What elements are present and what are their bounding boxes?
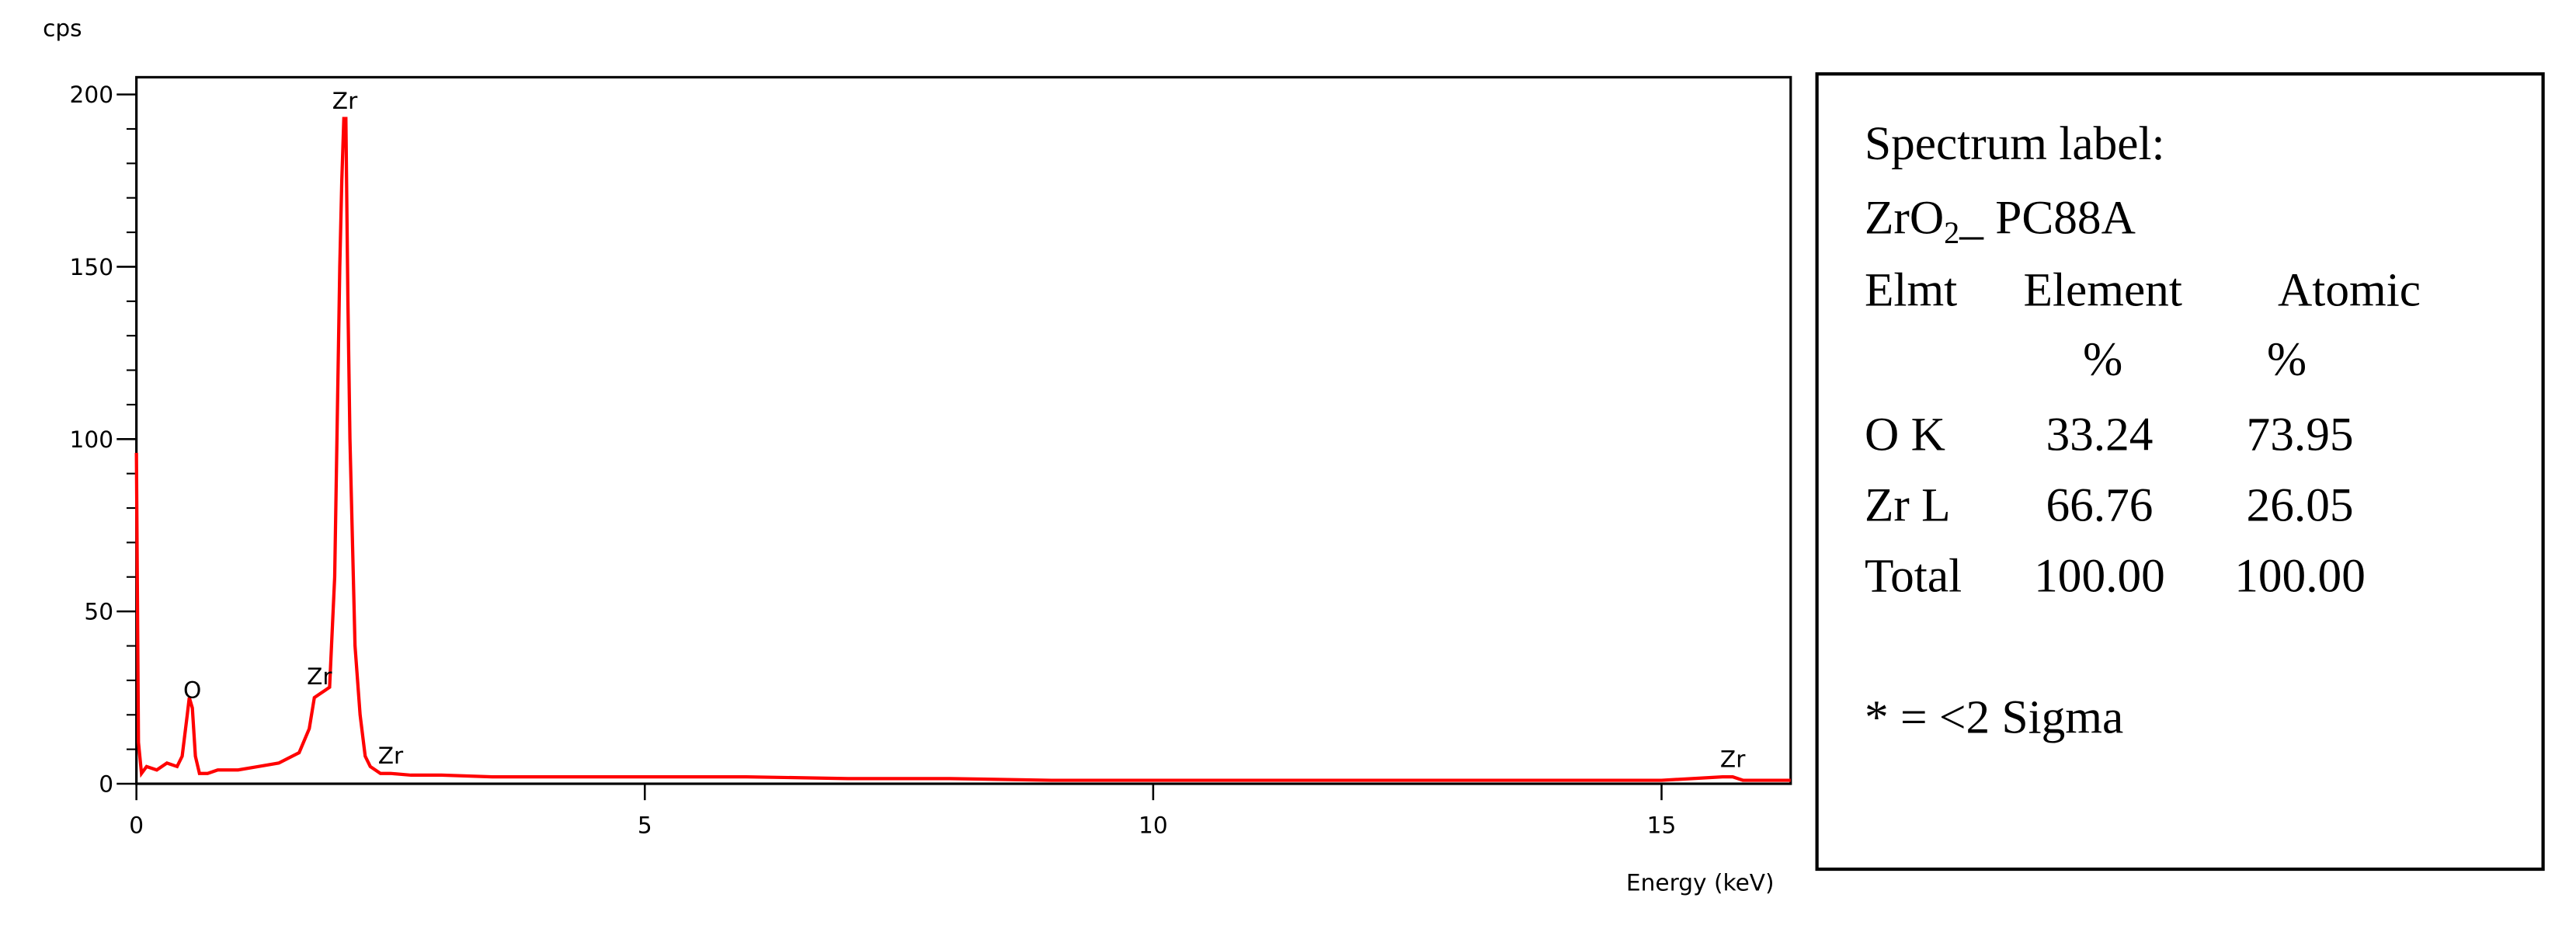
sample-subscript: 2 — [1944, 215, 1959, 250]
table-cell: 66.76 — [2046, 479, 2153, 532]
info-title: Spectrum label: — [1865, 117, 2165, 170]
column-header: Atomic — [2278, 263, 2421, 316]
info-note: * = <2 Sigma — [1865, 691, 2123, 743]
column-header: Element — [2024, 263, 2182, 316]
y-tick-label: 150 — [70, 254, 114, 280]
column-header: Elmt — [1865, 263, 1957, 316]
table-cell: O K — [1865, 409, 1945, 461]
x-tick-label: 5 — [638, 812, 652, 838]
table-cell: 73.95 — [2247, 409, 2354, 461]
unit-label: % — [2083, 332, 2122, 385]
table-cell: 100.00 — [2034, 550, 2165, 603]
x-tick-label: 10 — [1139, 812, 1168, 838]
table-cell: 100.00 — [2234, 550, 2366, 603]
x-tick-label: 0 — [129, 812, 144, 838]
sample-part: _ PC88A — [1959, 191, 2136, 244]
peak-label: Zr — [378, 743, 404, 769]
y-axis-label: cps — [43, 16, 82, 42]
peak-label: O — [183, 677, 201, 704]
y-tick-label: 100 — [70, 426, 114, 453]
sample-label: ZrO2_ PC88A — [1865, 191, 2136, 250]
spectrum-line — [134, 117, 1791, 782]
plot-frame — [135, 75, 1792, 785]
table-cell: Total — [1865, 550, 1962, 603]
y-tick-label: 50 — [84, 599, 113, 625]
y-tick-label: 0 — [99, 771, 113, 798]
table-cell: 26.05 — [2247, 479, 2354, 532]
sample-part: ZrO — [1865, 191, 1944, 244]
unit-label: % — [2267, 332, 2307, 385]
peak-label: Zr — [307, 663, 332, 690]
peak-label: Zr — [332, 88, 358, 114]
table-cell: Zr L — [1865, 479, 1951, 532]
table-cell: 33.24 — [2046, 409, 2153, 461]
x-axis-label: Energy (keV) — [1626, 870, 1775, 896]
y-tick-label: 200 — [70, 82, 114, 108]
peak-label: Zr — [1720, 746, 1746, 772]
info-box — [1815, 72, 2545, 872]
x-tick-label: 15 — [1647, 812, 1677, 838]
